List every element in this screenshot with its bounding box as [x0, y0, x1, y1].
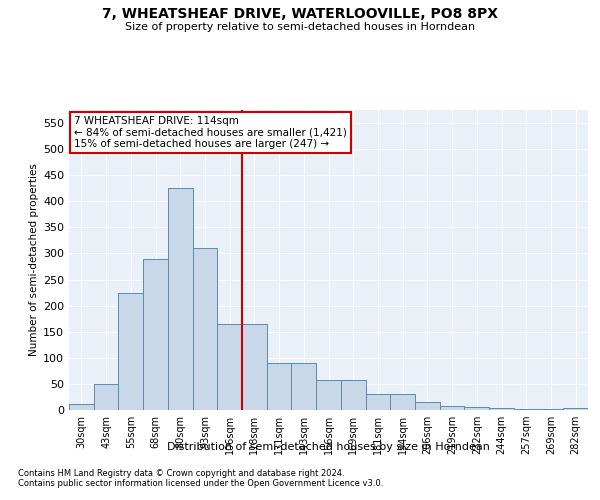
Bar	[464, 408, 489, 410]
Bar	[267, 363, 292, 410]
Text: Contains public sector information licensed under the Open Government Licence v3: Contains public sector information licen…	[18, 478, 383, 488]
Bar	[341, 380, 365, 410]
Text: 7, WHEATSHEAF DRIVE, WATERLOOVILLE, PO8 8PX: 7, WHEATSHEAF DRIVE, WATERLOOVILLE, PO8 …	[102, 8, 498, 22]
Text: Contains HM Land Registry data © Crown copyright and database right 2024.: Contains HM Land Registry data © Crown c…	[18, 468, 344, 477]
Bar	[390, 394, 415, 410]
Text: Distribution of semi-detached houses by size in Horndean: Distribution of semi-detached houses by …	[167, 442, 490, 452]
Bar	[69, 404, 94, 410]
Bar	[292, 363, 316, 410]
Bar	[440, 406, 464, 410]
Bar	[563, 408, 588, 410]
Bar	[365, 394, 390, 410]
Bar	[514, 409, 539, 410]
Bar	[193, 248, 217, 410]
Bar	[539, 409, 563, 410]
Bar	[217, 324, 242, 410]
Bar	[489, 408, 514, 410]
Bar	[143, 258, 168, 410]
Text: 7 WHEATSHEAF DRIVE: 114sqm
← 84% of semi-detached houses are smaller (1,421)
15%: 7 WHEATSHEAF DRIVE: 114sqm ← 84% of semi…	[74, 116, 347, 149]
Text: Size of property relative to semi-detached houses in Horndean: Size of property relative to semi-detach…	[125, 22, 475, 32]
Bar	[118, 292, 143, 410]
Bar	[94, 384, 118, 410]
Y-axis label: Number of semi-detached properties: Number of semi-detached properties	[29, 164, 39, 356]
Bar	[242, 324, 267, 410]
Bar	[415, 402, 440, 410]
Bar	[316, 380, 341, 410]
Bar	[168, 188, 193, 410]
